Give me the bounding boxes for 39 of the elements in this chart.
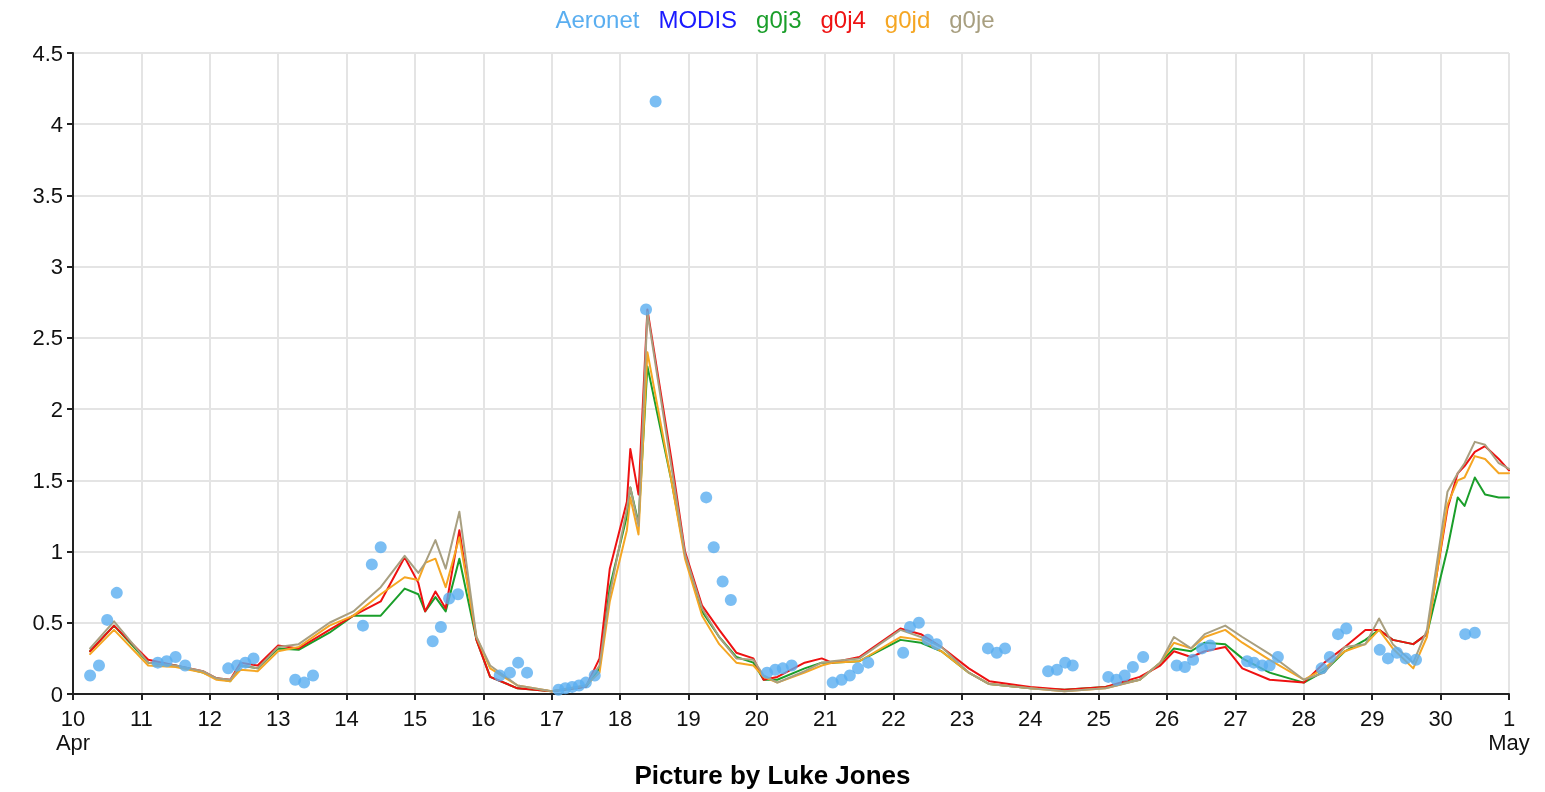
x-tick-label: 22 <box>881 705 906 731</box>
text: g0j4 <box>820 5 866 33</box>
x-tick-label: 19 <box>676 705 701 731</box>
x-tick-label: 21 <box>812 705 838 731</box>
text: g0je <box>949 5 995 33</box>
x-tick-label: 20 <box>744 705 770 731</box>
y-tick-label: 1 <box>50 539 63 565</box>
x-tick-label: 28 <box>1291 705 1317 731</box>
x-tick-label: 23 <box>949 705 975 731</box>
y-tick-label: 0 <box>50 681 63 707</box>
x-tick-label: 1 May <box>1488 705 1530 755</box>
y-tick-label: 1.5 <box>32 467 63 493</box>
x-tick-label: 24 <box>1018 705 1043 731</box>
y-tick-label: 2.5 <box>32 325 63 351</box>
x-tick-label: 12 <box>197 705 222 731</box>
text: g0j3 <box>756 5 802 33</box>
x-tick-label: 13 <box>265 705 291 731</box>
text: g0jd <box>884 5 931 33</box>
x-tick-label: 26 <box>1154 705 1180 731</box>
x-tick-label: 15 <box>402 705 428 731</box>
x-tick-label: 27 <box>1223 705 1248 731</box>
x-tick-label: 25 <box>1086 705 1111 731</box>
y-tick-label: 2 <box>50 396 63 422</box>
y-tick-label: 3.5 <box>32 182 63 208</box>
x-tick-label: 17 <box>539 705 564 731</box>
legend-label: MODIS <box>658 5 738 33</box>
x-tick-label: 30 <box>1428 705 1453 731</box>
text: Picture by Luke Jones <box>634 760 911 790</box>
y-tick-label: 4 <box>50 111 63 137</box>
x-tick-label: 14 <box>334 705 359 731</box>
x-tick-label: 11 <box>129 705 153 731</box>
y-tick-label: 3 <box>50 254 63 280</box>
x-tick-label: 10 Apr <box>55 705 91 755</box>
text: Aeronet <box>555 5 640 33</box>
x-tick-label: 16 <box>471 705 496 731</box>
y-tick-label: 4.5 <box>32 40 63 66</box>
y-tick-label: 0.5 <box>32 610 63 636</box>
x-tick-label: 29 <box>1360 705 1385 731</box>
x-tick-label: 18 <box>607 705 633 731</box>
